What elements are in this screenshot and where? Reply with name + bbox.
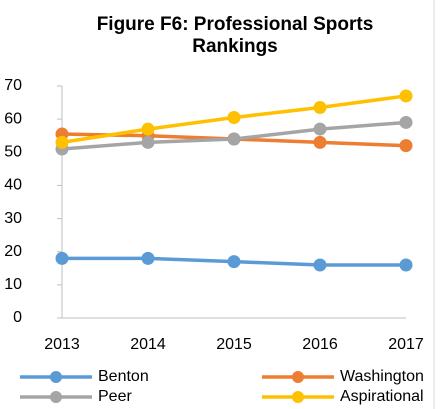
y-tick-label: 30 [4, 210, 22, 227]
data-point [227, 255, 241, 269]
y-tick-label: 60 [4, 110, 22, 127]
legend-label: Peer [98, 388, 132, 405]
x-tick-label: 2016 [302, 336, 338, 353]
data-point [399, 258, 413, 272]
data-point [141, 122, 155, 136]
x-tick-label: 2014 [130, 336, 166, 353]
legend-label: Aspirational [340, 388, 424, 405]
data-point [55, 135, 69, 149]
x-tick-label: 2017 [388, 336, 424, 353]
data-point [141, 251, 155, 265]
legend-marker [50, 391, 62, 403]
x-tick-label: 2015 [216, 336, 252, 353]
legend-marker [50, 371, 62, 383]
data-point [399, 139, 413, 153]
data-point [313, 122, 327, 136]
legend-marker [292, 371, 304, 383]
data-point [313, 101, 327, 115]
legend-label: Benton [98, 368, 149, 385]
y-tick-label: 0 [13, 309, 22, 326]
data-point [313, 135, 327, 149]
y-tick-label: 50 [4, 144, 22, 161]
y-tick-label: 10 [4, 276, 22, 293]
data-point [227, 110, 241, 124]
data-point [313, 258, 327, 272]
legend-marker [292, 391, 304, 403]
chart-title: Figure F6: Professional Sports Rankings [96, 14, 374, 57]
y-tick-label: 20 [4, 243, 22, 260]
data-point [227, 132, 241, 146]
y-tick-label: 70 [4, 77, 22, 94]
legend-label: Washington [340, 368, 424, 385]
data-point [55, 251, 69, 265]
data-point [399, 115, 413, 129]
y-tick-label: 40 [4, 177, 22, 194]
x-tick-label: 2013 [44, 336, 80, 353]
data-point [399, 89, 413, 103]
data-point [141, 135, 155, 149]
